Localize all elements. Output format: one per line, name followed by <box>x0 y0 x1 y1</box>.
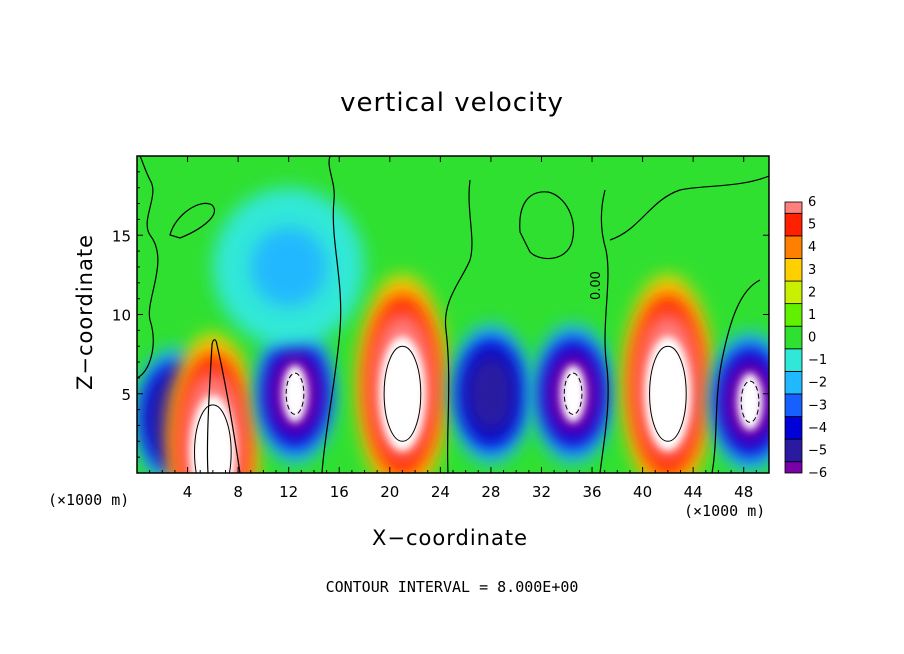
zero-contour-line-6 <box>599 189 609 473</box>
x-axis: 4 8 12 16 20 24 28 32 36 40 44 48 <box>149 156 757 501</box>
colorbar-label-12: 6 <box>808 195 816 210</box>
colorbar-swatch-5 <box>784 348 803 372</box>
colorbar-swatch-8 <box>784 280 803 305</box>
updraft-contour-1 <box>194 404 232 473</box>
zero-contour-line-0 <box>137 156 159 379</box>
colorbar-label-0: −6 <box>808 466 827 481</box>
colorbar-label-8: 2 <box>808 285 816 300</box>
colorbar-label-11: 5 <box>808 218 816 233</box>
x-tick-label-44: 44 <box>684 483 703 501</box>
colorbar-swatch-4 <box>784 370 803 395</box>
contour-interval-text: CONTOUR INTERVAL = 8.000E+00 <box>325 578 579 596</box>
colorbar-label-9: 3 <box>808 263 816 278</box>
colorbar-label-7: 1 <box>808 308 816 323</box>
x-tick-label-20: 20 <box>380 483 399 501</box>
colorbar-swatch-10 <box>784 235 803 259</box>
x-tick-label-36: 36 <box>582 483 601 501</box>
x-tick-label-48: 48 <box>734 483 753 501</box>
x-axis-label: X−coordinate <box>372 526 528 550</box>
y-axis: 5 10 15 <box>112 171 769 458</box>
updraft-core-3 <box>379 336 426 451</box>
updraft-contour-6 <box>649 345 687 442</box>
chart-title: vertical velocity <box>340 88 564 118</box>
colorbar-label-3: −3 <box>808 398 827 413</box>
field-blob-4-2 <box>465 352 517 435</box>
colorbar-label-2: −4 <box>808 421 827 436</box>
x-tick-label-40: 40 <box>633 483 652 501</box>
downdraft-contour-2 <box>285 372 305 415</box>
y-tick-label-10: 10 <box>112 307 131 325</box>
zero-contour-line-8 <box>609 175 769 241</box>
x-tick-label-24: 24 <box>431 483 450 501</box>
y-tick-label-15: 15 <box>112 227 131 245</box>
colorbar-swatch-2 <box>784 416 803 440</box>
zero-contour-line-1 <box>169 202 215 239</box>
colorbar-swatch-0 <box>784 461 803 474</box>
y-axis-label: Z−coordinate <box>73 234 97 390</box>
field-blobs <box>137 187 769 473</box>
colorbar-swatch-6 <box>784 325 803 350</box>
y-tick-label-5: 5 <box>121 386 131 404</box>
zero-contour-line-4 <box>444 179 473 473</box>
downdraft-contour-7 <box>740 380 760 423</box>
colorbar-swatch-3 <box>784 393 803 417</box>
updraft-contour-3 <box>383 345 422 442</box>
colorbar-swatch-9 <box>784 258 803 282</box>
colorbar-label-1: −5 <box>808 443 827 458</box>
zero-contour-line-5 <box>519 191 575 260</box>
colorbar-swatch-7 <box>784 303 803 327</box>
downdraft-contour-5 <box>563 372 583 415</box>
y-unit-label: (×1000 m) <box>48 491 130 509</box>
colorbar-label-4: −2 <box>808 376 827 391</box>
contour-value-label: 0.00 <box>589 271 604 300</box>
x-unit-label: (×1000 m) <box>684 502 766 520</box>
x-tick-label-32: 32 <box>532 483 551 501</box>
updraft-core-6 <box>645 336 691 451</box>
velocity-field <box>137 156 769 473</box>
zero-contour-line-2 <box>206 339 241 473</box>
colorbar-swatch-11 <box>784 212 803 237</box>
colorbar: −6 −5 −4 −3 −2 −1 0 1 2 3 4 5 6 <box>784 195 827 481</box>
zero-contour-line-7 <box>711 279 761 473</box>
colorbar-label-6: 0 <box>808 331 816 346</box>
colorbar-label-5: −1 <box>808 353 827 368</box>
x-tick-label-28: 28 <box>481 483 500 501</box>
x-tick-label-16: 16 <box>330 483 349 501</box>
x-tick-label-4: 4 <box>183 483 193 501</box>
zero-contours: 0.00 <box>137 156 769 473</box>
colorbar-swatch-12 <box>784 201 803 214</box>
colorbar-swatch-1 <box>784 438 803 463</box>
zero-contour-line-3 <box>321 156 342 473</box>
x-tick-label-12: 12 <box>279 483 298 501</box>
field-blob-8-1 <box>250 227 327 307</box>
colorbar-label-10: 4 <box>808 240 816 255</box>
x-tick-label-8: 8 <box>233 483 243 501</box>
updraft-core-1 <box>190 395 236 473</box>
